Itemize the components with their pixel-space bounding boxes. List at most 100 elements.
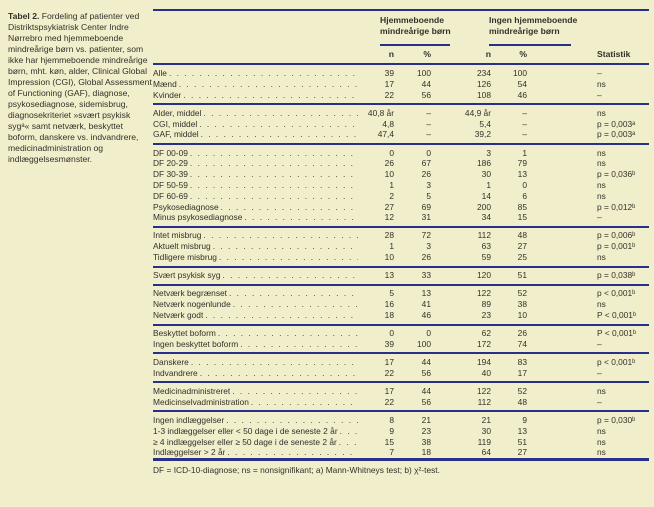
row-label-cell: Mænd	[153, 79, 358, 90]
leader-dots	[199, 129, 358, 140]
table-row: DF 00-09 0 0 3 1 ns	[153, 148, 649, 159]
cell-pct-home: 69	[421, 201, 431, 212]
cell-gap	[529, 79, 589, 90]
leader-dots	[225, 447, 358, 458]
cell-n-none: 63	[481, 241, 491, 252]
leader-dots	[337, 437, 358, 448]
row-label: Netværk nogenlunde	[153, 299, 231, 310]
cell-pct-home: –	[426, 118, 431, 129]
leader-dots	[189, 357, 358, 368]
leader-dots	[188, 191, 358, 202]
row-label-cell: Psykosediagnose	[153, 202, 358, 213]
row-label: Alder, middel	[153, 107, 202, 118]
leader-dots	[188, 158, 358, 169]
cell-pct-home: 5	[426, 190, 431, 201]
cell-gap	[529, 158, 589, 169]
row-label-cell: Intet misbrug	[153, 230, 358, 241]
cell-statistik: ns	[597, 147, 606, 158]
leader-dots	[217, 252, 358, 263]
cell-statistik: p = 0,012ᵇ	[597, 201, 636, 212]
cell-gap	[529, 368, 589, 379]
row-label-cell: Alder, middel	[153, 108, 358, 119]
group-separator-rule	[153, 225, 649, 228]
cell-pct-none: 83	[517, 357, 527, 368]
cell-n-home: 27	[384, 201, 394, 212]
row-label: Intet misbrug	[153, 230, 202, 241]
cell-statistik: p = 0,006ᵇ	[597, 230, 636, 241]
cell-gap	[529, 252, 589, 263]
group-separator-rule	[153, 381, 649, 384]
table-row: Minus psykosediagnose 12 31 34 15 –	[153, 212, 649, 223]
cell-n-none: 119	[477, 436, 491, 447]
cell-statistik: ns	[597, 78, 606, 89]
cell-gap	[529, 299, 589, 310]
cell-n-none: 112	[477, 396, 491, 407]
cell-gap	[529, 202, 589, 213]
table-row: DF 30-39 10 26 30 13 p = 0,036ᵇ	[153, 169, 649, 180]
cell-pct-home: 67	[421, 158, 431, 169]
row-label-cell: DF 20-29	[153, 158, 358, 169]
table-top-rule	[153, 9, 649, 11]
cell-n-home: 0	[389, 147, 394, 158]
row-label: GAF, middel	[153, 129, 199, 140]
cell-pct-none: 54	[517, 78, 527, 89]
cell-pct-home: 26	[421, 252, 431, 263]
group-separator-rule	[153, 283, 649, 286]
table-body: Alle 39 100 234 100 – Mænd 17 44 126 54 …	[153, 68, 649, 458]
table-row: Indlæggelser > 2 år 7 18 64 27 ns	[153, 447, 649, 458]
cell-n-home: 17	[384, 386, 394, 397]
subheader-statistik: Statistik	[597, 49, 631, 59]
row-label-cell: Minus psykosediagnose	[153, 212, 358, 223]
cell-pct-none: 0	[522, 179, 527, 190]
cell-pct-none: 38	[517, 299, 527, 310]
cell-n-none: 44,9 år	[464, 107, 491, 118]
table-row: Svært psykisk syg 13 33 120 51 p = 0,038…	[153, 270, 649, 281]
table-row: Alder, middel 40,8 år – 44,9 år – ns	[153, 108, 649, 119]
row-label: Psykosediagnose	[153, 201, 219, 212]
leader-dots	[231, 299, 358, 310]
column-group-underline-home	[380, 44, 450, 46]
column-group-underline-none	[489, 44, 571, 46]
leader-dots	[188, 169, 358, 180]
cell-statistik: –	[597, 396, 602, 407]
cell-n-home: 2	[389, 190, 394, 201]
table-row: Aktuelt misbrug 1 3 63 27 p = 0,001ᵇ	[153, 241, 649, 252]
row-label-cell: Aktuelt misbrug	[153, 241, 358, 252]
cell-n-home: 1	[389, 179, 394, 190]
column-group-title-none: Ingen hjemmeboende mindreårige børn	[489, 15, 578, 36]
subheader-spacer	[153, 49, 358, 60]
row-label-cell: Netværk begrænset	[153, 288, 358, 299]
row-label: DF 20-29	[153, 158, 188, 169]
cell-pct-home: 44	[421, 78, 431, 89]
row-label-cell: Alle	[153, 68, 358, 79]
cell-statistik: ns	[597, 252, 606, 263]
row-label-cell: Svært psykisk syg	[153, 270, 358, 281]
cell-pct-home: 100	[417, 68, 431, 78]
cell-n-none: 108	[477, 89, 491, 100]
cell-pct-home: 38	[421, 436, 431, 447]
cell-statistik: p = 0,038ᵇ	[597, 270, 636, 281]
table-row: DF 20-29 26 67 186 79 ns	[153, 158, 649, 169]
table-row: Alle 39 100 234 100 –	[153, 68, 649, 79]
cell-n-home: 22	[384, 367, 394, 378]
cell-pct-none: 26	[517, 328, 527, 339]
row-label-cell: Medicinselvadministration	[153, 397, 358, 408]
leader-dots	[201, 230, 358, 241]
cell-pct-none: 27	[517, 447, 527, 458]
row-label: DF 50-59	[153, 179, 188, 190]
cell-statistik: ns	[597, 425, 606, 436]
cell-n-home: 5	[389, 288, 394, 299]
row-label-cell: Netværk nogenlunde	[153, 299, 358, 310]
leader-dots	[203, 310, 358, 321]
cell-n-none: 200	[477, 201, 491, 212]
table-row: Mænd 17 44 126 54 ns	[153, 79, 649, 90]
cell-gap	[529, 357, 589, 368]
cell-n-none: 59	[481, 252, 491, 263]
cell-pct-none: 13	[517, 425, 527, 436]
cell-statistik: ns	[597, 299, 606, 310]
cell-pct-home: 33	[421, 270, 431, 281]
table-row: Indvandrere 22 56 40 17 –	[153, 368, 649, 379]
row-label: Tidligere misbrug	[153, 252, 217, 263]
cell-statistik: p = 0,036ᵇ	[597, 169, 636, 180]
cell-gap	[529, 328, 589, 339]
